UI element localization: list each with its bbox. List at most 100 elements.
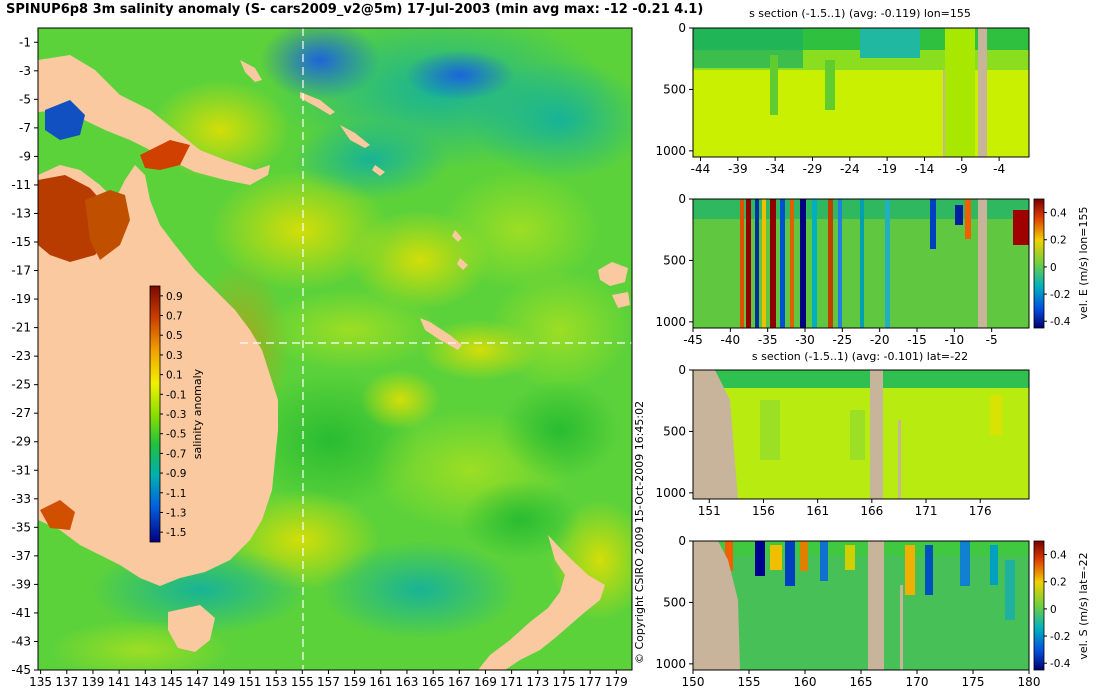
section-2-x-tick-label: -5: [986, 333, 998, 347]
map-y-tick-label: -9: [19, 149, 31, 163]
vel-e-stripes: [740, 199, 1029, 328]
section-2-x-tick-label: -15: [907, 333, 927, 347]
section-3-y-tick-label: 500: [663, 424, 686, 438]
section-2-x-tick-label: -20: [870, 333, 890, 347]
map-y-tick-label: -29: [11, 435, 31, 449]
section-1-y-tick-label: 1000: [655, 144, 686, 158]
map-y-tick-label: -33: [11, 492, 31, 506]
salinity-colorbar-label: salinity anomaly: [191, 368, 204, 459]
section-2-x-tick-label: -10: [945, 333, 965, 347]
vel-e-colorbar-tick-label: 0.2: [1050, 235, 1067, 247]
map-y-tick-label: -11: [11, 178, 31, 192]
salinity-colorbar-tick-label: -0.5: [166, 429, 187, 441]
map-y-tick-label: -1: [19, 35, 31, 49]
vel-e-colorbar-ticks: 0.4 0.2 0 -0.2 -0.4: [1044, 208, 1071, 328]
map-y-tick-label: -21: [11, 321, 31, 335]
section-1-x-tick-label: -9: [956, 162, 968, 176]
map-y-tick-label: -3: [19, 64, 31, 78]
map-y-tick-label: -23: [11, 349, 31, 363]
map-y-tick-label: -5: [19, 92, 31, 106]
section-2-y-tick-label: 1000: [655, 315, 686, 329]
map-x-axis: 135 137 139 141 143 145 147 149 151 153 155 157 159 1…: [29, 670, 628, 689]
vel-s-colorbar-tick-label: 0.4: [1050, 550, 1067, 562]
map-y-tick-label: -31: [11, 463, 31, 477]
vel-s-colorbar: [1033, 540, 1045, 671]
section-4-x-axis: 150 155 160 165 170 175 180: [682, 670, 1040, 689]
vel-e-colorbar-tick-label: 0: [1050, 262, 1057, 274]
map-frame: [37, 27, 633, 671]
section-3-x-axis: 151 156 161 166 171 176: [698, 499, 992, 518]
map-x-tick-label: 161: [369, 675, 392, 689]
map-x-tick-label: 169: [474, 675, 497, 689]
vel-s-colorbar-tick-label: 0: [1050, 604, 1057, 616]
salinity-colorbar-tick-label: -0.3: [166, 409, 187, 421]
map-y-tick-label: -13: [11, 206, 31, 220]
section-1-x-tick-label: -34: [765, 162, 785, 176]
section-3-y-tick-label: 1000: [655, 486, 686, 500]
salinity-colorbar-tick-label: -1.1: [166, 488, 187, 500]
salinity-colorbar-tick-label: -0.1: [166, 389, 187, 401]
section-3-x-tick-label: 156: [752, 504, 775, 518]
land-new-zealand: [478, 535, 605, 670]
vel-e-colorbar-tick-label: 0.4: [1050, 208, 1067, 220]
section-2-y-tick-label: 500: [663, 253, 686, 267]
salinity-colorbar: [149, 285, 161, 543]
section-4-y-tick-label: 0: [678, 534, 686, 548]
section-3-x-tick-label: 171: [915, 504, 938, 518]
section-1-x-tick-label: -4: [993, 162, 1005, 176]
section-2-x-tick-label: -25: [833, 333, 853, 347]
vel-e-colorbar-tick-label: -0.4: [1050, 316, 1071, 328]
map-x-tick-label: 167: [448, 675, 471, 689]
vel-s-colorbar-tick-label: -0.2: [1050, 631, 1071, 643]
figure-title: SPINUP6p8 3m salinity anomaly (S- cars20…: [6, 2, 704, 17]
section-2-x-tick-label: -30: [795, 333, 815, 347]
salinity-colorbar-tick-label: 0.1: [166, 370, 183, 382]
map-x-tick-label: 139: [81, 675, 104, 689]
section-3-y-axis: 0 500 1000: [655, 363, 693, 500]
section-2-x-axis: -45 -40 -35 -30 -25 -20 -15 -10 -5: [683, 328, 998, 347]
map-x-tick-label: 157: [317, 675, 340, 689]
section-1-x-tick-label: -29: [803, 162, 823, 176]
salinity-colorbar-tick-label: -1.3: [166, 507, 187, 519]
map-y-tick-label: -15: [11, 235, 31, 249]
map-y-tick-label: -41: [11, 606, 31, 620]
map-x-tick-label: 177: [579, 675, 602, 689]
map-anomaly-blobs: [50, 28, 632, 670]
section-1-title: s section (-1.5..1) (avg: -0.119) lon=15…: [749, 7, 971, 20]
vel-e-colorbar-tick-label: -0.2: [1050, 289, 1071, 301]
map-x-tick-label: 179: [605, 675, 628, 689]
section-panel-4: 150 155 160 165 170 175 180 0 500 1000 0.4 0.2 0 -0…: [655, 534, 1090, 689]
section-3-x-tick-label: 151: [698, 504, 721, 518]
map-x-tick-label: 159: [343, 675, 366, 689]
map-y-tick-label: -19: [11, 292, 31, 306]
section-4-x-tick-label: 150: [682, 675, 705, 689]
section-1-x-tick-label: -44: [691, 162, 711, 176]
section-panel-1: s section (-1.5..1) (avg: -0.119) lon=15…: [655, 7, 1030, 176]
salinity-map-panel: 135 137 139 141 143 145 147 149 151 153 155 157 159 1…: [11, 27, 646, 689]
section-2-x-tick-label: -40: [721, 333, 741, 347]
map-x-tick-label: 151: [239, 675, 262, 689]
map-x-tick-label: 145: [160, 675, 183, 689]
section-panel-3: s section (-1.5..1) (avg: -0.101) lat=-2…: [655, 350, 1030, 518]
salinity-colorbar-tick-label: 0.9: [166, 291, 183, 303]
section-3-x-tick-label: 161: [806, 504, 829, 518]
section-2-y-tick-label: 0: [678, 192, 686, 206]
section-3-y-tick-label: 0: [678, 363, 686, 377]
map-x-tick-label: 143: [134, 675, 157, 689]
map-y-tick-label: -17: [11, 264, 31, 278]
section-3-x-tick-label: 176: [969, 504, 992, 518]
section-2-y-axis: 0 500 1000: [655, 192, 693, 329]
map-x-tick-label: 175: [553, 675, 576, 689]
vel-s-colorbar-tick-label: 0.2: [1050, 577, 1067, 589]
map-x-tick-label: 141: [108, 675, 131, 689]
map-x-tick-label: 149: [212, 675, 235, 689]
section-4-x-tick-label: 165: [850, 675, 873, 689]
section-1-x-tick-label: -14: [915, 162, 935, 176]
map-x-tick-label: 135: [29, 675, 52, 689]
section-2-x-tick-label: -35: [758, 333, 778, 347]
section-1-x-tick-label: -24: [840, 162, 860, 176]
vel-s-axis-label: vel. S (m/s) lat=-22: [1077, 552, 1090, 659]
vel-s-features: [725, 541, 1015, 620]
